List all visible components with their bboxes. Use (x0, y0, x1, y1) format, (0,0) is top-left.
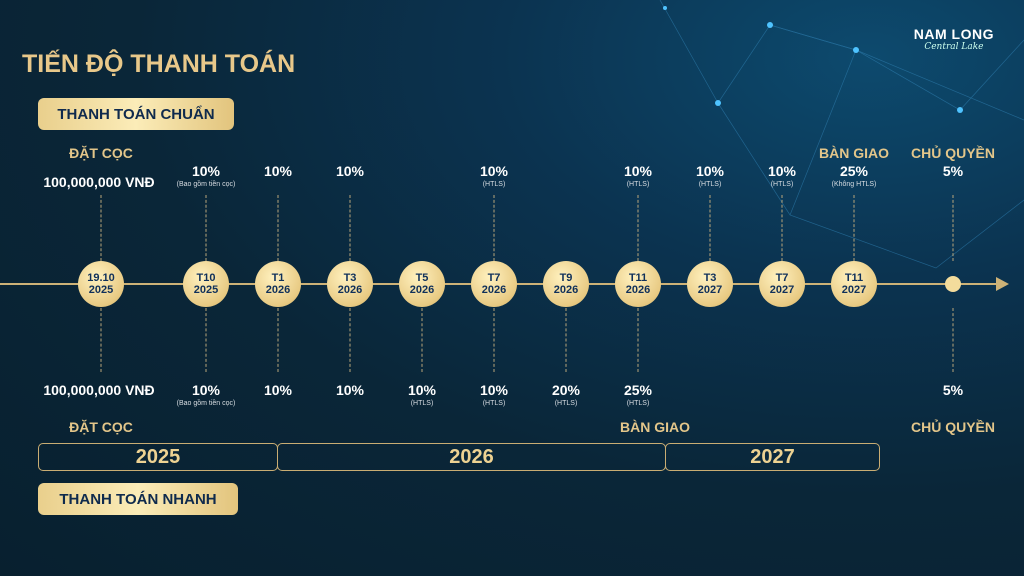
payment-note: (HTLS) (770, 181, 794, 188)
milestone-label: ĐẶT CỌC (69, 145, 133, 161)
timeline-node: T1 2026 (255, 261, 301, 307)
payment-note: (HTLS) (626, 181, 650, 188)
dashed-connector (349, 195, 351, 261)
timeline-node: T7 2026 (471, 261, 517, 307)
timeline-node: T11 2027 (831, 261, 877, 307)
dashed-connector (637, 195, 639, 261)
dashed-connector (205, 195, 207, 261)
payment-amount: 25% (839, 163, 869, 179)
logo: NAM LONG Central Lake (914, 26, 994, 52)
payment-amount: 10% (335, 163, 365, 179)
dashed-connector (637, 308, 639, 372)
payment-amount: 25% (623, 382, 653, 398)
dashed-connector (421, 308, 423, 372)
payment-note: (HTLS) (482, 181, 506, 188)
milestone-label: CHỦ QUYỀN (910, 419, 996, 435)
payment-amount: 5% (942, 382, 964, 398)
payment-amount: 10% (191, 163, 221, 179)
standard-plan-badge: THANH TOÁN CHUẨN (38, 98, 234, 130)
milestone-label: BÀN GIAO (620, 419, 690, 435)
year-2027: 2027 (665, 443, 880, 471)
year-2025: 2025 (38, 443, 278, 471)
dashed-connector (952, 195, 954, 261)
payment-amount: 10% (479, 382, 509, 398)
arrow-right-icon (996, 277, 1009, 291)
milestone-label: CHỦ QUYỀN (910, 145, 996, 161)
payment-amount: 100,000,000 VNĐ (43, 382, 155, 398)
dashed-connector (100, 195, 102, 261)
dashed-connector (781, 195, 783, 261)
payment-note: (Không HTLS) (831, 181, 877, 188)
payment-amount: 10% (191, 382, 221, 398)
timeline-end-dot (945, 276, 961, 292)
timeline-node: 19.10 2025 (78, 261, 124, 307)
payment-amount: 10% (263, 163, 293, 179)
dashed-connector (100, 308, 102, 372)
year-2026: 2026 (277, 443, 666, 471)
dashed-connector (709, 195, 711, 261)
dashed-connector (952, 308, 954, 372)
dashed-connector (493, 195, 495, 261)
payment-note: (HTLS) (554, 400, 578, 407)
payment-amount: 10% (335, 382, 365, 398)
milestone-label: ĐẶT CỌC (69, 419, 133, 435)
payment-note: (HTLS) (410, 400, 434, 407)
dashed-connector (277, 195, 279, 261)
payment-amount: 10% (407, 382, 437, 398)
dashed-connector (853, 195, 855, 261)
logo-name: NAM LONG (913, 26, 994, 42)
payment-note: (Bao gồm tiền cọc) (176, 181, 236, 188)
payment-note: (HTLS) (626, 400, 650, 407)
dashed-connector (205, 308, 207, 372)
payment-amount: 100,000,000 VNĐ (43, 174, 155, 190)
timeline-node: T9 2026 (543, 261, 589, 307)
logo-subtitle: Central Lake (924, 42, 984, 52)
dashed-connector (277, 308, 279, 372)
payment-note: (HTLS) (482, 400, 506, 407)
fast-plan-badge: THANH TOÁN NHANH (38, 483, 238, 515)
payment-amount: 10% (695, 163, 725, 179)
timeline-node: T11 2026 (615, 261, 661, 307)
payment-amount: 10% (479, 163, 509, 179)
dashed-connector (565, 308, 567, 372)
timeline-node: T5 2026 (399, 261, 445, 307)
payment-amount: 10% (263, 382, 293, 398)
milestone-label: BÀN GIAO (819, 145, 889, 161)
page-title: TIẾN ĐỘ THANH TOÁN (22, 50, 296, 78)
payment-amount: 10% (767, 163, 797, 179)
dashed-connector (493, 308, 495, 372)
dashed-connector (349, 308, 351, 372)
timeline-node: T3 2026 (327, 261, 373, 307)
payment-amount: 5% (942, 163, 964, 179)
payment-amount: 20% (551, 382, 581, 398)
timeline-node: T10 2025 (183, 261, 229, 307)
timeline-node: T7 2027 (759, 261, 805, 307)
payment-note: (HTLS) (698, 181, 722, 188)
network-decoration (659, 0, 1024, 269)
payment-note: (Bao gồm tiền cọc) (176, 400, 236, 407)
payment-amount: 10% (623, 163, 653, 179)
timeline-node: T3 2027 (687, 261, 733, 307)
